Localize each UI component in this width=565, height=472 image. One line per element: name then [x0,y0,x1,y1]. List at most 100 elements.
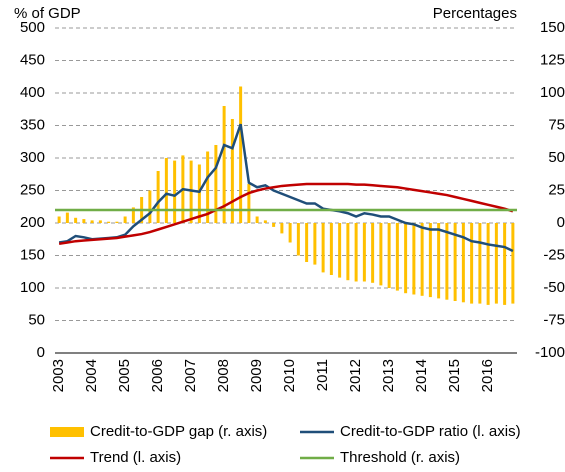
bar [82,219,86,223]
bar [387,223,391,288]
x-tick-label: 2014 [413,359,430,392]
bar [206,151,210,223]
x-tick-label: 2009 [248,359,265,392]
bar [371,223,375,283]
bar [296,223,300,256]
bar [494,223,498,304]
y-tick-label: 50 [28,311,45,328]
bar [280,223,284,234]
bar [321,223,325,273]
bar [173,160,177,223]
line [58,123,514,253]
x-tick-label: 2003 [50,359,67,392]
y-tick-label: 300 [20,149,45,166]
x-tick-label: 2008 [215,359,232,392]
x-tick-label: 2005 [116,359,133,392]
bar [329,223,333,275]
bar [74,217,78,223]
y2-tick-label: -75 [543,311,565,328]
y-tick-label: 500 [20,19,45,36]
x-tick-label: 2010 [281,359,298,392]
y2-tick-label: 75 [548,116,565,133]
bar [503,223,507,305]
bar [511,223,515,304]
bar [239,86,243,223]
bar [98,220,102,223]
y2-tick-label: 125 [540,51,565,68]
bar [115,221,119,223]
bar [395,223,399,291]
bar [354,223,358,282]
x-tick-label: 2011 [314,359,331,391]
y2-tick-label: 0 [557,214,565,231]
bar [65,212,69,223]
y2-tick-label: 25 [548,181,565,198]
bar [305,223,309,262]
y2-axis-title: Percentages [433,5,517,22]
bar [362,223,366,282]
bar [478,223,482,304]
bar [404,223,408,294]
x-tick-label: 2012 [347,359,364,392]
legend-swatch [50,427,84,437]
bar [412,223,416,295]
y2-tick-label: -25 [543,246,565,263]
bar [156,171,160,223]
y-tick-label: 200 [20,214,45,231]
bar [263,220,267,223]
bar [214,145,218,223]
legend-label: Credit-to-GDP ratio (l. axis) [340,423,521,440]
bar [272,223,276,227]
legend-label: Threshold (r. axis) [340,449,460,466]
y-tick-label: 150 [20,246,45,263]
bar [445,223,449,300]
bar [437,223,441,299]
legend-label: Trend (l. axis) [90,449,181,466]
x-tick-label: 2016 [479,359,496,392]
bar [197,164,201,223]
bar [428,223,432,298]
bar [90,220,94,223]
bar [470,223,474,304]
bar [313,223,317,265]
bar [164,158,168,223]
bar [148,190,152,223]
y-tick-label: 350 [20,116,45,133]
x-tick-label: 2013 [380,359,397,392]
y-axis-title: % of GDP [14,5,81,22]
legend-label: Credit-to-GDP gap (r. axis) [90,423,267,440]
x-tick-label: 2015 [446,359,463,392]
y-tick-label: 450 [20,51,45,68]
bar [255,216,259,223]
bar [131,207,135,223]
bar [486,223,490,305]
x-tick-label: 2007 [182,359,199,392]
bar [288,223,292,243]
bar [222,106,226,223]
bar [453,223,457,301]
bar [338,223,342,278]
bar [230,119,234,223]
x-tick-label: 2004 [83,359,100,392]
y2-tick-label: 150 [540,19,565,36]
y2-tick-label: 100 [540,84,565,101]
y2-tick-label: 50 [548,149,565,166]
bar [346,223,350,281]
y-tick-label: 100 [20,279,45,296]
bar [247,184,251,223]
x-tick-label: 2006 [149,359,166,392]
bar [461,223,465,303]
bar [123,216,127,223]
bar [379,223,383,286]
bar [57,216,61,223]
bar [107,221,111,223]
bar [420,223,424,296]
y-tick-label: 0 [37,344,45,361]
y2-tick-label: -100 [535,344,565,361]
y2-tick-label: -50 [543,279,565,296]
bar [189,160,193,223]
y-tick-label: 400 [20,84,45,101]
y-tick-label: 250 [20,181,45,198]
line [58,182,514,246]
